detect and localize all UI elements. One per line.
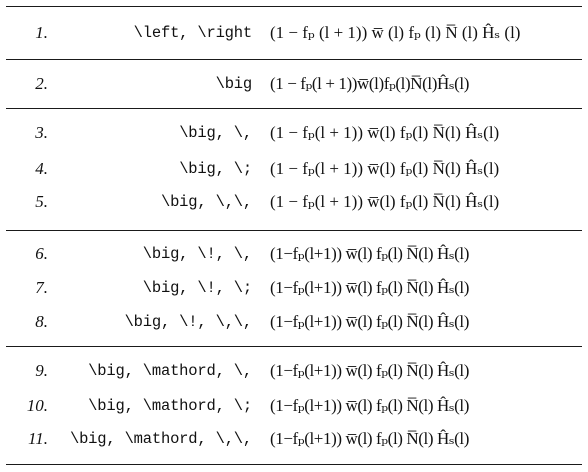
row-command: \big, \!, \,\, — [124, 313, 253, 331]
table-rule-group-3 — [6, 230, 582, 231]
table-rule-group-1 — [6, 59, 582, 60]
row-number: 3. — [35, 123, 48, 142]
table-row: 7. \big, \!, \; (1−fₚ(l+1)) w̅(l) fₚ(l) … — [0, 276, 588, 300]
row-command: \big, \; — [179, 160, 252, 178]
table-row: 5. \big, \,\, (1 − fₚ(l + 1)) w̅(l) fₚ(l… — [0, 190, 588, 214]
table-row: 2. \big (1 − fₚ(l + 1))w̅(l)fₚ(l)N̅(l)Ĥₛ… — [0, 72, 588, 96]
table-rule-group-2 — [6, 108, 582, 109]
row-command: \big, \mathord, \,\, — [69, 430, 252, 448]
table-row: 6. \big, \!, \, (1−fₚ(l+1)) w̅(l) fₚ(l) … — [0, 242, 588, 266]
row-formula: (1−fₚ(l+1)) w̅(l) fₚ(l) N̅(l) Ĥₛ(l) — [270, 312, 470, 331]
row-number: 6. — [35, 244, 48, 263]
row-number: 4. — [35, 159, 48, 178]
row-command: \big, \,\, — [160, 193, 252, 211]
row-command: \big, \!, \; — [142, 279, 252, 297]
row-command: \big, \mathord, \, — [88, 362, 252, 380]
table-row: 1. \left, \right (1 − fₚ (l + 1)) w̅ (l)… — [0, 21, 588, 45]
table-rule-top — [6, 6, 582, 7]
row-formula: (1 − fₚ(l + 1)) w̅(l) fₚ(l) N̅(l) Ĥₛ(l) — [270, 192, 500, 211]
table-rule-bottom — [6, 464, 582, 465]
row-number: 10. — [26, 396, 48, 415]
row-formula: (1−fₚ(l+1)) w̅(l) fₚ(l) N̅(l) Ĥₛ(l) — [270, 278, 470, 297]
row-command: \left, \right — [133, 24, 253, 42]
table-row: 3. \big, \, (1 − fₚ(l + 1)) w̅(l) fₚ(l) … — [0, 121, 588, 145]
row-number: 11. — [28, 429, 48, 448]
table-rule-group-4 — [6, 346, 582, 347]
row-command: \big — [215, 75, 253, 93]
row-number: 8. — [35, 312, 48, 331]
row-formula: (1−fₚ(l+1)) w̅(l) fₚ(l) N̅(l) Ĥₛ(l) — [270, 361, 470, 380]
row-formula: (1 − fₚ(l + 1)) w̅(l) fₚ(l) N̅(l) Ĥₛ(l) — [270, 123, 500, 142]
row-number: 1. — [35, 23, 48, 42]
row-formula: (1 − fₚ (l + 1)) w̅ (l) fₚ (l) N̅ (l) Ĥₛ… — [270, 23, 521, 42]
row-formula: (1 − fₚ(l + 1))w̅(l)fₚ(l)N̅(l)Ĥₛ(l) — [270, 74, 470, 93]
row-number: 5. — [35, 192, 48, 211]
row-command: \big, \, — [179, 124, 252, 142]
table-row: 10. \big, \mathord, \; (1−fₚ(l+1)) w̅(l)… — [0, 394, 588, 418]
table-row: 4. \big, \; (1 − fₚ(l + 1)) w̅(l) fₚ(l) … — [0, 157, 588, 181]
row-number: 9. — [35, 361, 48, 380]
table-row: 11. \big, \mathord, \,\, (1−fₚ(l+1)) w̅(… — [0, 427, 588, 451]
row-command: \big, \!, \, — [142, 245, 252, 263]
row-number: 2. — [35, 74, 48, 93]
row-formula: (1−fₚ(l+1)) w̅(l) fₚ(l) N̅(l) Ĥₛ(l) — [270, 244, 470, 263]
row-formula: (1−fₚ(l+1)) w̅(l) fₚ(l) N̅(l) Ĥₛ(l) — [270, 429, 470, 448]
row-command: \big, \mathord, \; — [88, 397, 252, 415]
table-row: 8. \big, \!, \,\, (1−fₚ(l+1)) w̅(l) fₚ(l… — [0, 310, 588, 334]
row-number: 7. — [35, 278, 48, 297]
table-row: 9. \big, \mathord, \, (1−fₚ(l+1)) w̅(l) … — [0, 359, 588, 383]
row-formula: (1−fₚ(l+1)) w̅(l) fₚ(l) N̅(l) Ĥₛ(l) — [270, 396, 470, 415]
row-formula: (1 − fₚ(l + 1)) w̅(l) fₚ(l) N̅(l) Ĥₛ(l) — [270, 159, 500, 178]
